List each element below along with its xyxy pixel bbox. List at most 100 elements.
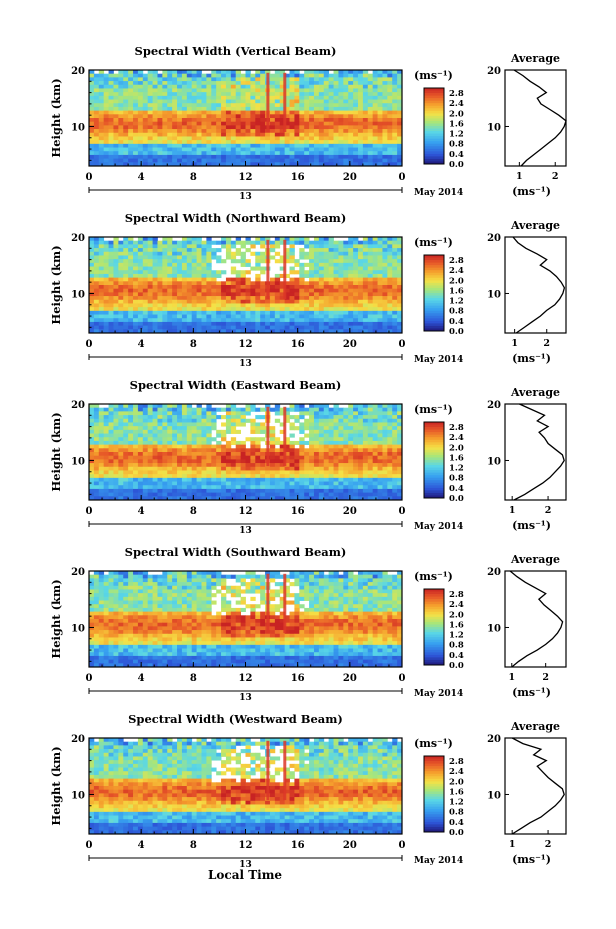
heatmap-cell (387, 162, 393, 167)
heatmap-cell (216, 158, 222, 163)
heatmap-cell (357, 433, 364, 438)
heatmap-cell (221, 237, 227, 242)
heatmap-cell (343, 77, 349, 82)
heatmap-cell (294, 240, 300, 245)
heatmap-cell (245, 314, 251, 319)
heatmap-cell (128, 158, 134, 163)
heatmap-cell (269, 147, 276, 152)
heatmap-cell (313, 95, 320, 100)
heatmap-cell (309, 121, 315, 126)
heatmap-cell (338, 118, 344, 123)
heatmap-cell (133, 407, 139, 412)
heatmap-cell (397, 273, 403, 279)
heatmap-cell (230, 496, 237, 501)
heatmap-cell (245, 452, 251, 457)
heatmap-cell (152, 437, 158, 442)
colorbar-tick-label: 0.8 (449, 140, 464, 150)
colorbar-segment (424, 138, 444, 142)
heatmap-cell (269, 292, 276, 297)
heatmap-cell (191, 440, 197, 446)
heatmap-cell (113, 281, 119, 286)
heatmap-cell (338, 481, 344, 486)
heatmap-cell (304, 452, 310, 457)
heatmap-cell (137, 158, 144, 163)
heatmap-cell (196, 77, 202, 82)
heatmap-cell (318, 240, 325, 245)
heatmap-cell (343, 285, 349, 290)
heatmap-cell (382, 470, 388, 475)
heatmap-cell (186, 477, 193, 482)
heatmap-cell (304, 251, 310, 256)
heatmap-cell (245, 248, 251, 253)
heatmap-cell (309, 88, 315, 93)
heatmap-cell (372, 114, 378, 119)
heatmap-cell (382, 303, 388, 308)
heatmap-cell (142, 303, 149, 308)
heatmap-cell (323, 321, 330, 327)
heatmap-cell (157, 244, 163, 249)
heatmap-cell (152, 440, 158, 446)
heatmap-cell (338, 99, 344, 104)
heatmap-cell (362, 136, 369, 141)
heatmap-cell (201, 459, 207, 464)
heatmap-cell (152, 248, 158, 253)
heatmap-cell (103, 277, 109, 282)
heatmap-cell (177, 470, 183, 475)
heatmap-cell (323, 248, 330, 253)
heatmap-cell (309, 106, 315, 112)
heatmap-cell (294, 481, 300, 486)
heatmap-cell (397, 92, 403, 97)
heatmap-cell (118, 426, 124, 431)
heatmap-cell (367, 129, 374, 134)
heatmap-cell (196, 314, 202, 319)
heatmap-cell (357, 114, 364, 119)
heatmap-cell (147, 281, 153, 286)
heatmap-cell (113, 277, 119, 282)
heatmap-cell (309, 429, 315, 434)
heatmap-cell (181, 162, 188, 167)
heatmap-cell (137, 259, 144, 264)
heatmap-cell (304, 158, 310, 163)
heatmap-cell (304, 307, 310, 312)
heatmap-cell (328, 140, 334, 145)
heatmap-cell (123, 299, 129, 304)
heatmap-cell (362, 81, 369, 86)
heatmap-cell (98, 92, 105, 97)
heatmap-cell (255, 422, 261, 427)
heatmap-cell (343, 433, 349, 438)
heatmap-cell (157, 455, 163, 460)
heatmap-cell (265, 314, 271, 319)
heatmap-cell (392, 281, 398, 286)
heatmap-cell (338, 147, 344, 152)
heatmap-cell (216, 310, 222, 315)
heatmap-cell (196, 125, 202, 130)
heatmap-cell (260, 296, 266, 301)
heatmap-cell (294, 292, 300, 297)
heatmap-cell (93, 95, 100, 100)
heatmap-cell (279, 136, 286, 141)
heatmap-cell (338, 266, 344, 271)
heatmap-cell (294, 477, 300, 482)
heatmap-cell (98, 496, 105, 501)
heatmap-cell (225, 477, 232, 482)
heatmap-cell (309, 466, 315, 471)
heatmap-cell (362, 92, 369, 97)
heatmap-cell (294, 452, 300, 457)
heatmap-cell (108, 426, 114, 431)
heatmap-cell (191, 110, 197, 115)
heatmap-cell (294, 129, 300, 134)
heatmap-cell (372, 99, 378, 104)
heatmap-cell (382, 151, 388, 156)
heatmap-cell (269, 92, 276, 97)
heatmap-cell (167, 273, 173, 279)
heatmap-cell (240, 292, 246, 297)
heatmap-cell (98, 422, 105, 427)
heatmap-cell (294, 307, 300, 312)
heatmap-cell (103, 244, 109, 249)
heatmap-cell (113, 158, 119, 163)
heatmap-cell (216, 81, 222, 86)
heatmap-cell (128, 307, 134, 312)
heatmap-cell (162, 77, 168, 82)
heatmap-cell (304, 125, 310, 130)
heatmap-cell (397, 303, 403, 308)
